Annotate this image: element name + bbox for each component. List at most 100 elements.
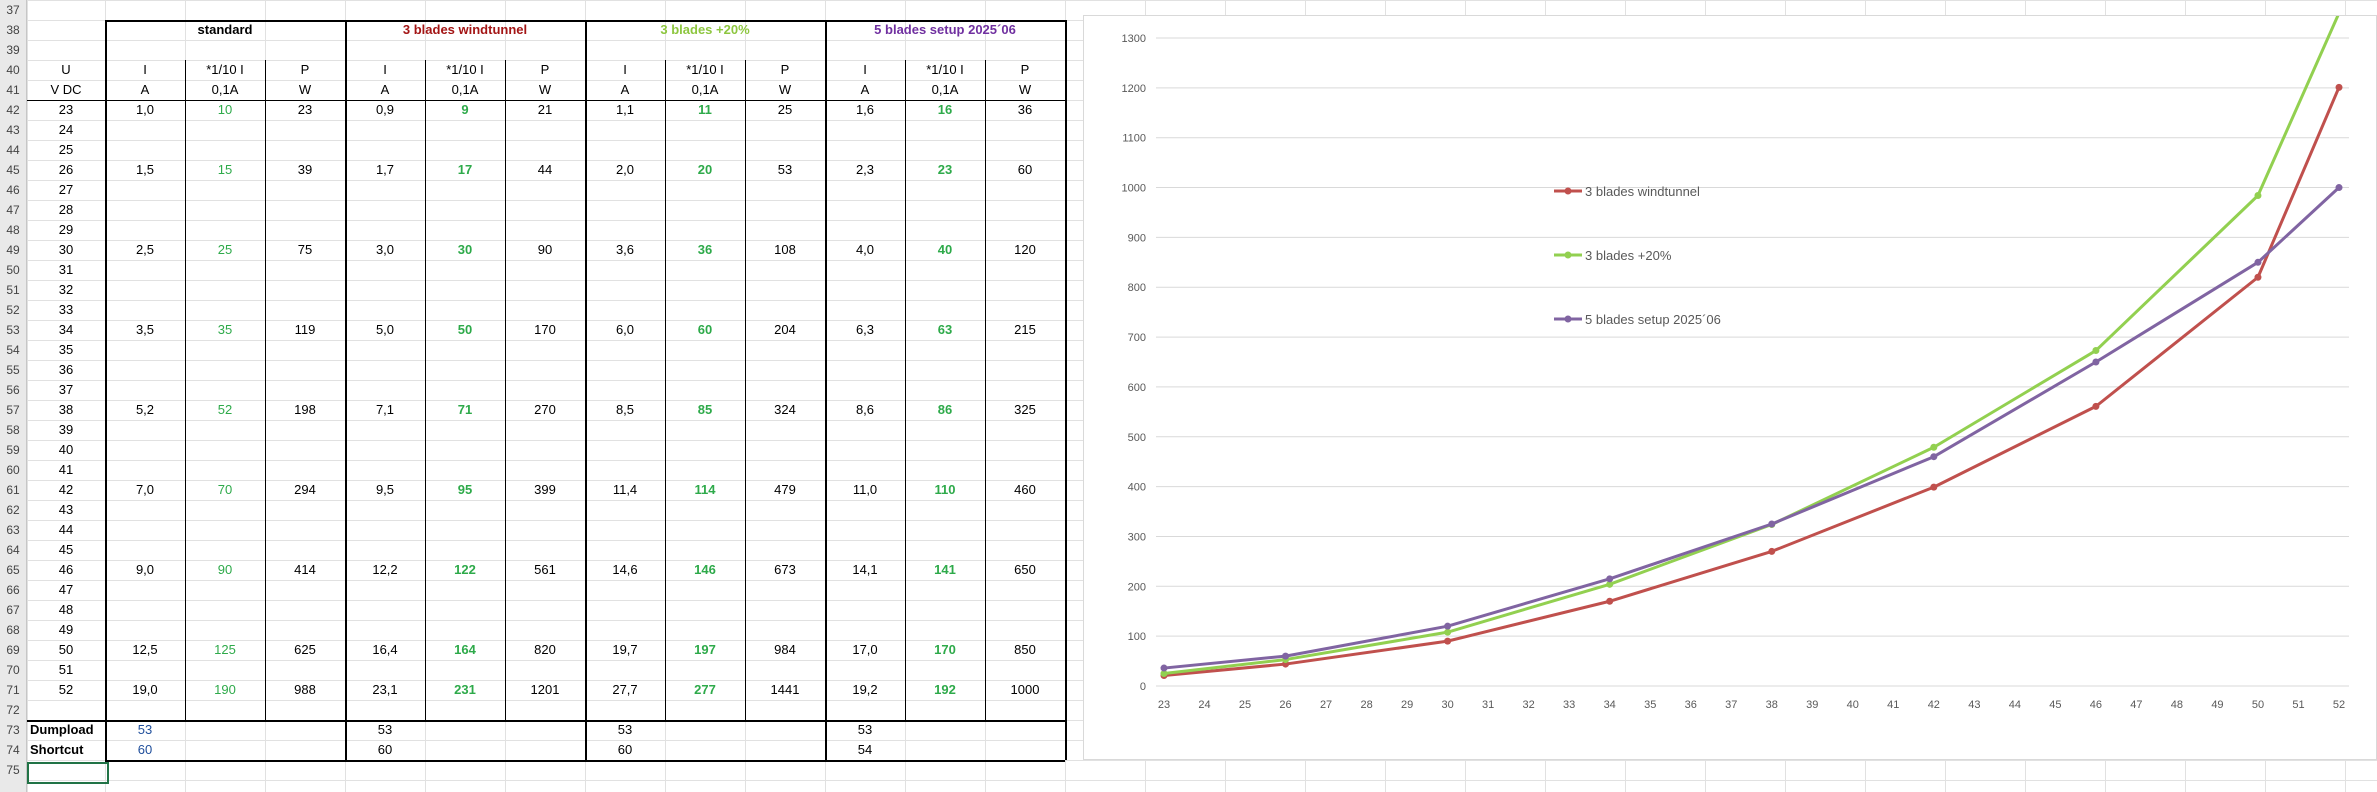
row-number[interactable]: 53 bbox=[6, 323, 20, 337]
tenth-current-cell[interactable]: 110 bbox=[934, 482, 956, 497]
power-cell[interactable]: 215 bbox=[1014, 322, 1036, 337]
tenth-current-cell[interactable]: 90 bbox=[217, 562, 233, 577]
current-cell[interactable]: 8,6 bbox=[855, 402, 875, 417]
row-number[interactable]: 60 bbox=[6, 463, 20, 477]
voltage-cell[interactable]: 41 bbox=[58, 462, 74, 477]
current-cell[interactable]: 6,0 bbox=[615, 322, 635, 337]
current-cell[interactable]: 5,2 bbox=[135, 402, 155, 417]
row-number[interactable]: 56 bbox=[6, 383, 20, 397]
current-cell[interactable]: 2,5 bbox=[135, 242, 155, 257]
group-title[interactable]: 3 blades windtunnel bbox=[402, 22, 528, 37]
row-number[interactable]: 55 bbox=[6, 363, 20, 377]
current-cell[interactable]: 19,7 bbox=[612, 642, 638, 657]
current-cell[interactable]: 19,0 bbox=[132, 682, 158, 697]
voltage-cell[interactable]: 32 bbox=[58, 282, 74, 297]
tenth-current-cell[interactable]: 23 bbox=[937, 162, 953, 177]
current-cell[interactable]: 1,1 bbox=[615, 102, 635, 117]
current-cell[interactable]: 12,2 bbox=[372, 562, 398, 577]
tenth-current-cell[interactable]: 192 bbox=[934, 682, 956, 697]
sub-unit[interactable]: 0,1A bbox=[931, 82, 959, 97]
row-number[interactable]: 62 bbox=[6, 503, 20, 517]
power-cell[interactable]: 820 bbox=[534, 642, 556, 657]
row-number[interactable]: 59 bbox=[6, 443, 20, 457]
current-cell[interactable]: 9,0 bbox=[135, 562, 155, 577]
voltage-cell[interactable]: 46 bbox=[58, 562, 74, 577]
voltage-cell[interactable]: 52 bbox=[58, 682, 74, 697]
power-cell[interactable]: 120 bbox=[1014, 242, 1036, 257]
power-cell[interactable]: 23 bbox=[297, 102, 313, 117]
tenth-current-cell[interactable]: 60 bbox=[697, 322, 713, 337]
row-number[interactable]: 63 bbox=[6, 523, 20, 537]
tenth-current-cell[interactable]: 70 bbox=[217, 482, 233, 497]
power-cell[interactable]: 1441 bbox=[770, 682, 800, 697]
sub-unit[interactable]: A bbox=[860, 82, 870, 97]
sub-header[interactable]: P bbox=[540, 62, 550, 77]
row-number[interactable]: 50 bbox=[6, 263, 20, 277]
power-cell[interactable]: 90 bbox=[537, 242, 553, 257]
power-cell[interactable]: 170 bbox=[534, 322, 556, 337]
dumpload-value[interactable]: 53 bbox=[377, 722, 393, 737]
power-cell[interactable]: 44 bbox=[537, 162, 553, 177]
power-cell[interactable]: 25 bbox=[777, 102, 793, 117]
power-cell[interactable]: 625 bbox=[294, 642, 316, 657]
current-cell[interactable]: 1,5 bbox=[135, 162, 155, 177]
current-cell[interactable]: 17,0 bbox=[852, 642, 878, 657]
row-number[interactable]: 70 bbox=[6, 663, 20, 677]
dumpload-value[interactable]: 53 bbox=[617, 722, 633, 737]
tenth-current-cell[interactable]: 16 bbox=[937, 102, 953, 117]
current-cell[interactable]: 1,6 bbox=[855, 102, 875, 117]
group-title[interactable]: standard bbox=[197, 22, 253, 37]
tenth-current-cell[interactable]: 20 bbox=[697, 162, 713, 177]
selected-cell[interactable] bbox=[27, 762, 109, 784]
current-cell[interactable]: 27,7 bbox=[612, 682, 638, 697]
voltage-cell[interactable]: 37 bbox=[58, 382, 74, 397]
current-cell[interactable]: 7,1 bbox=[375, 402, 395, 417]
tenth-current-cell[interactable]: 164 bbox=[454, 642, 476, 657]
voltage-cell[interactable]: 49 bbox=[58, 622, 74, 637]
sub-header[interactable]: I bbox=[383, 62, 387, 77]
header-u[interactable]: U bbox=[61, 62, 71, 77]
row-number[interactable]: 41 bbox=[6, 83, 20, 97]
current-cell[interactable]: 16,4 bbox=[372, 642, 398, 657]
power-cell[interactable]: 119 bbox=[294, 322, 316, 337]
row-number[interactable]: 51 bbox=[6, 283, 20, 297]
power-cell[interactable]: 414 bbox=[294, 562, 316, 577]
power-cell[interactable]: 75 bbox=[297, 242, 313, 257]
tenth-current-cell[interactable]: 9 bbox=[461, 102, 469, 117]
row-number[interactable]: 72 bbox=[6, 703, 20, 717]
row-number[interactable]: 45 bbox=[6, 163, 20, 177]
current-cell[interactable]: 2,3 bbox=[855, 162, 875, 177]
voltage-cell[interactable]: 30 bbox=[58, 242, 74, 257]
sub-unit[interactable]: 0,1A bbox=[451, 82, 479, 97]
voltage-cell[interactable]: 51 bbox=[58, 662, 74, 677]
row-number[interactable]: 65 bbox=[6, 563, 20, 577]
current-cell[interactable]: 2,0 bbox=[615, 162, 635, 177]
power-cell[interactable]: 650 bbox=[1014, 562, 1036, 577]
row-number[interactable]: 54 bbox=[6, 343, 20, 357]
row-number[interactable]: 73 bbox=[6, 723, 20, 737]
power-cell[interactable]: 21 bbox=[537, 102, 553, 117]
shortcut-value[interactable]: 60 bbox=[137, 742, 153, 757]
voltage-cell[interactable]: 36 bbox=[58, 362, 74, 377]
power-cell[interactable]: 1201 bbox=[530, 682, 560, 697]
sub-header[interactable]: I bbox=[623, 62, 627, 77]
voltage-cell[interactable]: 26 bbox=[58, 162, 74, 177]
current-cell[interactable]: 0,9 bbox=[375, 102, 395, 117]
tenth-current-cell[interactable]: 63 bbox=[937, 322, 953, 337]
power-cell[interactable]: 270 bbox=[534, 402, 556, 417]
row-number[interactable]: 71 bbox=[6, 683, 20, 697]
current-cell[interactable]: 6,3 bbox=[855, 322, 875, 337]
sub-unit[interactable]: W bbox=[778, 82, 792, 97]
current-cell[interactable]: 1,7 bbox=[375, 162, 395, 177]
voltage-cell[interactable]: 28 bbox=[58, 202, 74, 217]
voltage-cell[interactable]: 27 bbox=[58, 182, 74, 197]
row-number[interactable]: 38 bbox=[6, 23, 20, 37]
voltage-cell[interactable]: 48 bbox=[58, 602, 74, 617]
sub-header[interactable]: I bbox=[863, 62, 867, 77]
power-cell[interactable]: 53 bbox=[777, 162, 793, 177]
row-number[interactable]: 57 bbox=[6, 403, 20, 417]
sub-header[interactable]: *1/10 I bbox=[446, 62, 484, 77]
current-cell[interactable]: 5,0 bbox=[375, 322, 395, 337]
sub-unit[interactable]: W bbox=[1018, 82, 1032, 97]
voltage-cell[interactable]: 29 bbox=[58, 222, 74, 237]
